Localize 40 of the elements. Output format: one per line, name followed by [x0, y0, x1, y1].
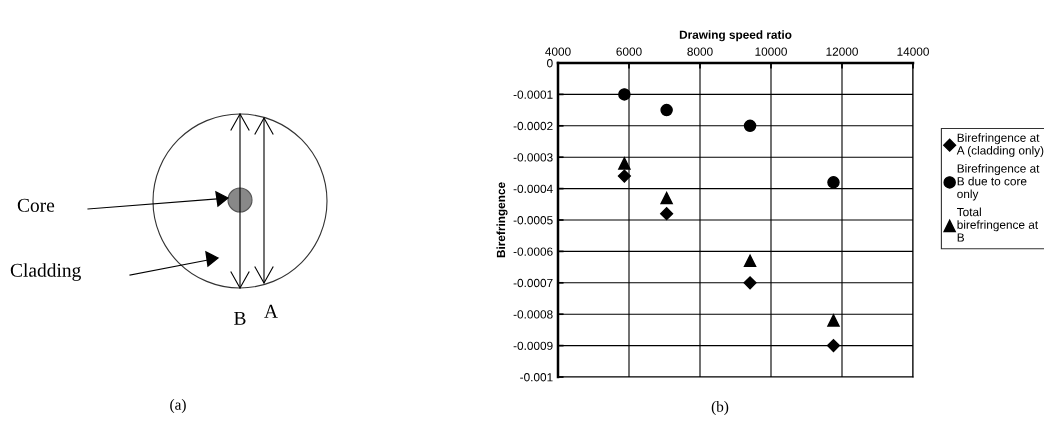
legend-label: Birefringence at B due to core only	[957, 164, 1040, 201]
y-tick-label: -0.0008	[513, 310, 553, 319]
y-tick-label: -0.0006	[513, 247, 553, 256]
x-tick-label: 12000	[826, 47, 858, 56]
text: (a)	[170, 399, 186, 413]
y-tick-label: -0.0005	[513, 216, 553, 225]
y-tick-label: -0.0007	[513, 278, 553, 288]
text: (b)	[711, 401, 729, 415]
point	[743, 119, 757, 133]
point	[618, 88, 631, 101]
point	[743, 254, 757, 268]
point	[618, 157, 631, 170]
x-tick-label: 6000	[616, 47, 642, 56]
point	[660, 207, 674, 221]
y-tick-label: -0.001	[520, 373, 553, 382]
text: Core	[17, 198, 55, 212]
x-tick-label: 8000	[687, 47, 713, 56]
point	[660, 103, 673, 117]
y-tick-label: -0.0003	[513, 153, 553, 162]
y-tick-label: -0.0004	[513, 184, 553, 193]
y-tick-label: -0.0002	[513, 121, 553, 131]
text: A	[264, 304, 278, 318]
legend-label: Total birefringence at B	[957, 207, 1039, 242]
y-tick-label: -0.0009	[513, 341, 553, 350]
text: Cladding	[10, 263, 81, 281]
point	[826, 339, 841, 353]
point	[827, 176, 840, 189]
x-tick-label: 10000	[755, 47, 787, 56]
x-axis-title: Drawing speed ratio	[679, 30, 792, 42]
x-tick-label: 14000	[897, 47, 929, 56]
x-tick-label: 4000	[545, 47, 571, 56]
text: B	[234, 311, 246, 325]
point	[827, 314, 840, 327]
y-tick-label: 0	[547, 59, 553, 68]
point	[617, 169, 631, 183]
point	[660, 191, 673, 205]
point	[743, 276, 757, 290]
y-axis-title: Birefringence	[496, 182, 508, 258]
legend-label: Birefringence at A (cladding only)	[956, 133, 1044, 157]
y-tick-label: -0.0001	[513, 90, 553, 99]
